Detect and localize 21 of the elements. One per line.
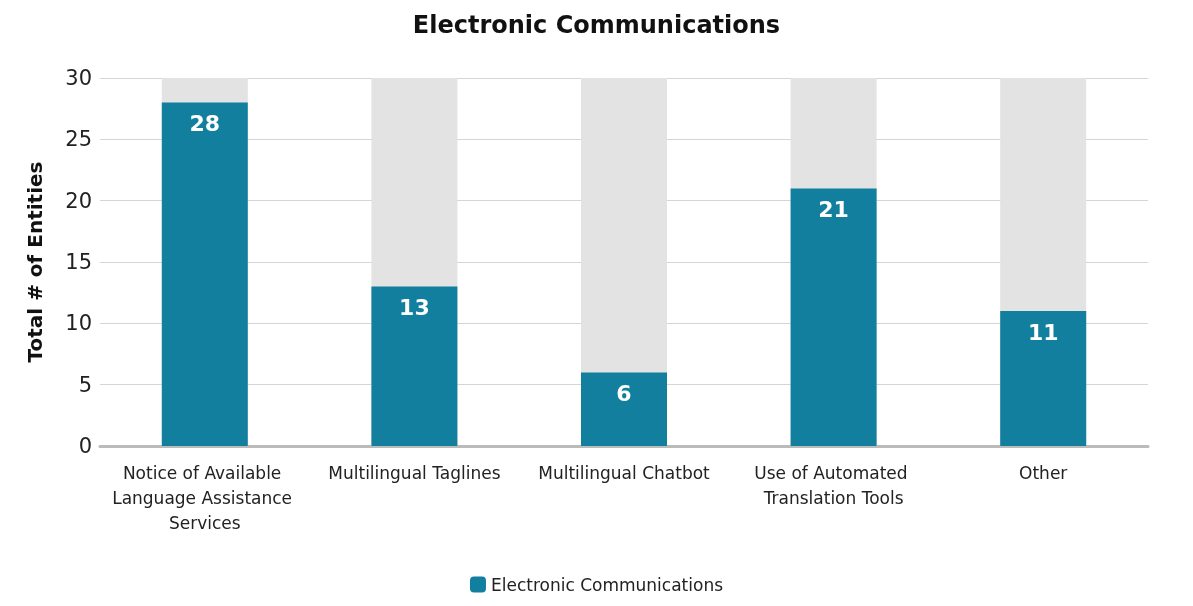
- x-tick-label: Multilingual Taglines: [328, 462, 501, 483]
- chart-title: Electronic Communications: [412, 11, 781, 39]
- y-tick-label: 25: [65, 127, 92, 152]
- data-label: 6: [616, 380, 632, 406]
- y-tick-label: 10: [65, 311, 92, 336]
- data-label: 11: [1027, 319, 1059, 345]
- x-tick-label: Multilingual Chatbot: [538, 462, 711, 483]
- data-label: 21: [818, 196, 849, 222]
- y-tick-label: 0: [78, 434, 92, 458]
- y-tick-label: 5: [78, 372, 92, 397]
- x-tick-label: Use of Automated Translation Tools: [754, 462, 913, 508]
- y-tick-label: 30: [65, 66, 92, 90]
- y-tick-label: 15: [65, 250, 92, 274]
- x-tick-label: Other: [1019, 462, 1068, 483]
- y-tick-label: 20: [65, 188, 92, 213]
- y-axis-title: Total # of Entities: [23, 161, 47, 363]
- bar: [581, 372, 667, 446]
- x-tick-label: Notice of Available Language Assistance Services: [112, 462, 298, 533]
- data-label: 13: [399, 295, 430, 321]
- data-label: 28: [189, 111, 221, 137]
- legend-label: Electronic Communications: [490, 574, 724, 595]
